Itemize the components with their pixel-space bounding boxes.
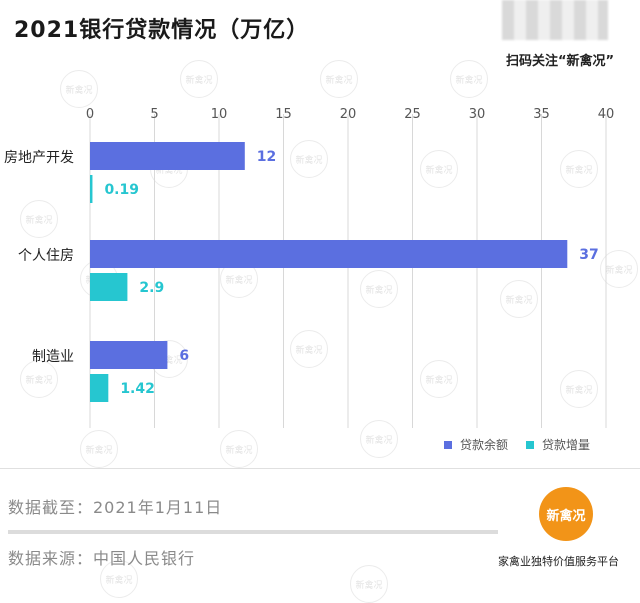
watermark-stamp: 新禽况 [220, 430, 258, 468]
qr-code-image [502, 0, 608, 40]
bar [90, 341, 168, 369]
data-date-note: 数据截至：2021年1月11日 [8, 498, 223, 517]
watermark-stamp: 新禽况 [600, 250, 638, 288]
x-tick-label: 35 [533, 107, 550, 122]
data-label: 37 [579, 247, 598, 263]
watermark-stamp: 新禽况 [560, 370, 598, 408]
legend-label-balance: 贷款余额 [460, 438, 509, 452]
brand-caption: 家禽业独特价值服务平台 [498, 555, 619, 568]
watermark-stamp: 新禽况 [350, 565, 388, 603]
legend-item-balance: 贷款余额 [444, 436, 508, 453]
bar [90, 175, 93, 203]
watermark-stamp: 新禽况 [500, 280, 538, 318]
watermark-stamp: 新禽况 [80, 430, 118, 468]
watermark-stamp: 新禽况 [450, 60, 488, 98]
watermark-stamp: 新禽况 [180, 60, 218, 98]
x-tick-label: 10 [211, 107, 228, 122]
x-tick-label: 15 [275, 107, 292, 122]
data-label: 2.9 [139, 280, 164, 296]
watermark-stamp: 新禽况 [320, 60, 358, 98]
category-label: 制造业 [32, 349, 74, 365]
legend-item-increment: 贷款增量 [526, 436, 590, 453]
bar [90, 273, 128, 301]
bar [90, 374, 109, 402]
brand-logo: 新禽况 [539, 487, 593, 541]
x-tick-label: 20 [340, 107, 357, 122]
x-tick-label: 5 [150, 107, 158, 122]
category-label: 个人住房 [18, 248, 74, 264]
watermark-stamp: 新禽况 [360, 420, 398, 458]
data-label: 0.19 [104, 182, 139, 198]
data-label: 12 [257, 149, 276, 165]
x-tick-label: 25 [404, 107, 421, 122]
watermark-stamp: 新禽况 [420, 360, 458, 398]
chart-legend: 贷款余额 贷款增量 [444, 436, 590, 453]
footer-rule [8, 530, 498, 534]
bar [90, 142, 245, 170]
data-source-note: 数据来源：中国人民银行 [8, 549, 196, 568]
data-label: 6 [179, 348, 189, 364]
watermark-stamp: 新禽况 [560, 150, 598, 188]
data-label: 1.42 [120, 381, 155, 397]
legend-swatch-balance [444, 440, 452, 449]
x-tick-label: 0 [86, 107, 94, 122]
watermark-stamp: 新禽况 [290, 330, 328, 368]
x-tick-label: 40 [598, 107, 615, 122]
divider [0, 468, 640, 469]
category-label: 房地产开发 [4, 150, 74, 166]
qr-caption: 扫码关注“新禽况” [505, 54, 615, 69]
watermark-stamp: 新禽况 [420, 150, 458, 188]
watermark-stamp: 新禽况 [290, 140, 328, 178]
legend-swatch-increment [526, 440, 535, 449]
legend-label-increment: 贷款增量 [542, 438, 591, 452]
watermark-stamp: 新禽况 [360, 270, 398, 308]
page-title: 2021银行贷款情况（万亿） [14, 18, 310, 43]
bar-chart: 0 5 10 15 20 25 30 35 40 房地产开发 12 0.19 个人住房 37 2.9 制造业 6… [4, 107, 615, 428]
watermark-stamp: 新禽况 [20, 200, 58, 238]
bar [90, 240, 568, 268]
watermark-stamp: 新禽况 [20, 360, 58, 398]
x-tick-label: 30 [469, 107, 486, 122]
brand-logo-text: 新禽况 [546, 508, 586, 524]
watermark-stamp: 新禽况 [60, 70, 98, 108]
